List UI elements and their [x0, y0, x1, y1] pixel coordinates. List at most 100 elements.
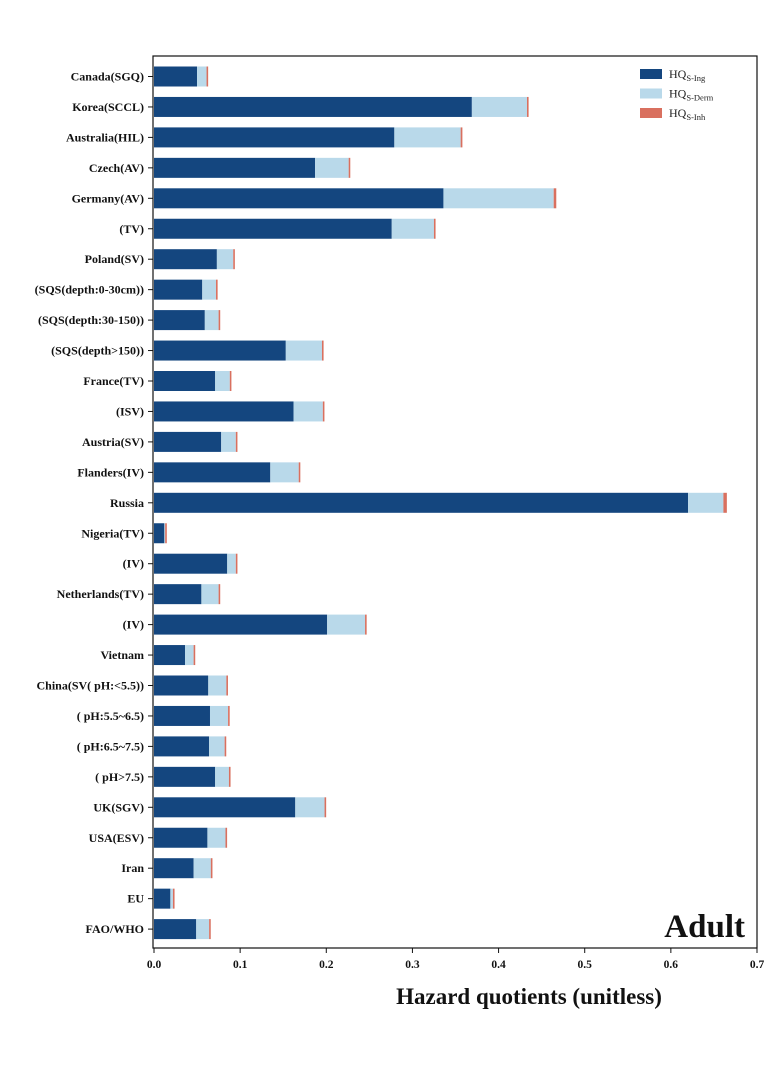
category-label: Iran [121, 861, 144, 875]
category-label: (SQS(depth:30-150)) [38, 313, 144, 327]
category-label: (SQS(depth>150)) [51, 344, 144, 358]
bar-hqs-derm-15 [164, 523, 166, 544]
bar-hqs-derm-27 [170, 888, 173, 909]
bar-hqs-derm-6 [216, 249, 234, 270]
category-label: Nigeria(TV) [81, 526, 144, 540]
bar-hqs-inh-2 [460, 127, 463, 148]
bar-hqs-ing-12 [154, 431, 222, 452]
category-label: ( pH:6.5~7.5) [77, 739, 144, 753]
bar-hqs-ing-15 [154, 523, 165, 544]
bar-hqs-ing-8 [154, 310, 205, 331]
bar-hqs-inh-5 [433, 218, 436, 239]
bar-hqs-inh-9 [321, 340, 324, 361]
bar-hqs-derm-5 [391, 218, 434, 239]
bar-hqs-inh-26 [210, 858, 213, 879]
bar-hqs-inh-16 [235, 553, 238, 574]
category-label: France(TV) [83, 374, 144, 388]
bar-hqs-inh-20 [226, 675, 228, 696]
category-label: ( pH>7.5) [95, 770, 144, 784]
x-tick-label: 0.1 [233, 959, 248, 971]
bar-hqs-derm-21 [209, 705, 229, 726]
bar-hqs-derm-14 [688, 492, 724, 513]
bar-hqs-derm-19 [185, 645, 194, 666]
panel-title: Adult [664, 909, 745, 945]
bar-hqs-derm-28 [196, 919, 210, 940]
category-label: Flanders(IV) [77, 465, 144, 479]
bar-hqs-inh-0 [206, 66, 209, 87]
bar-hqs-inh-4 [553, 188, 557, 209]
bar-hqs-derm-7 [202, 279, 217, 300]
category-label: Austria(SV) [82, 435, 144, 449]
x-tick-label: 0.3 [405, 959, 420, 971]
bar-hqs-ing-14 [154, 492, 689, 513]
bar-hqs-derm-18 [327, 614, 366, 635]
bar-hqs-ing-16 [154, 553, 228, 574]
bar-hqs-ing-24 [154, 797, 296, 818]
bar-hqs-derm-20 [208, 675, 227, 696]
bar-hqs-inh-13 [298, 462, 301, 483]
bar-hqs-ing-4 [154, 188, 444, 209]
bar-hqs-inh-21 [228, 705, 230, 726]
category-label: (IV) [123, 557, 144, 571]
x-tick-label: 0.0 [147, 959, 162, 971]
category-label: China(SV( pH:<5.5)) [36, 679, 144, 693]
bar-hqs-inh-17 [218, 584, 221, 605]
plot-frame [152, 55, 758, 949]
legend-label-2: HQS-Inh [669, 106, 706, 122]
category-label: Czech(AV) [89, 161, 144, 175]
legend-label-1: HQS-Derm [669, 87, 714, 103]
category-label: FAO/WHO [86, 922, 144, 936]
bar-hqs-ing-26 [154, 858, 194, 879]
category-labels: Canada(SGQ) Korea(SCCL) Australia(HIL) Czec… [35, 70, 153, 936]
bar-hqs-derm-10 [215, 371, 230, 391]
bar-hqs-ing-17 [154, 584, 202, 605]
bar-hqs-ing-9 [154, 340, 286, 361]
bar-hqs-ing-0 [154, 66, 198, 87]
bar-hqs-ing-10 [154, 371, 216, 391]
category-label: (IV) [123, 618, 144, 632]
bar-hqs-ing-13 [154, 462, 271, 483]
category-label: Australia(HIL) [66, 130, 144, 144]
x-axis-ticks: 0.0 0.1 0.2 0.3 0.4 0.5 0.6 0.7 [147, 948, 765, 971]
bar-hqs-inh-8 [218, 310, 221, 331]
legend: HQS-Ing HQS-Derm HQS-Inh [640, 67, 714, 122]
bar-hqs-inh-6 [233, 249, 235, 270]
bar-hqs-ing-3 [154, 157, 316, 178]
bar-hqs-ing-2 [154, 127, 395, 148]
bar-hqs-inh-19 [193, 645, 196, 666]
bar-hqs-inh-14 [723, 492, 727, 513]
legend-swatch-0 [640, 69, 662, 79]
bar-hqs-ing-5 [154, 218, 392, 239]
bar-hqs-inh-12 [235, 431, 238, 452]
bar-hqs-ing-6 [154, 249, 217, 270]
bar-hqs-ing-11 [154, 401, 294, 422]
bar-hqs-derm-1 [471, 96, 527, 117]
bar-hqs-derm-0 [197, 66, 207, 87]
category-label: (SQS(depth:0-30cm)) [35, 283, 144, 297]
bar-hqs-derm-17 [201, 584, 219, 605]
bar-hqs-inh-11 [322, 401, 325, 422]
bar-hqs-derm-26 [193, 858, 211, 879]
bar-hqs-derm-24 [295, 797, 325, 818]
bar-hqs-inh-27 [172, 888, 175, 909]
category-label: USA(ESV) [89, 831, 144, 845]
bar-hqs-ing-28 [154, 919, 197, 940]
legend-swatch-1 [640, 88, 662, 99]
x-tick-label: 0.7 [750, 959, 765, 971]
category-label: ( pH:5.5~6.5) [77, 709, 144, 723]
legend-label-0: HQS-Ing [669, 67, 706, 83]
bar-hqs-inh-7 [216, 279, 218, 300]
category-label: Germany(AV) [72, 191, 144, 205]
bar-hqs-derm-2 [394, 127, 461, 148]
category-label: Poland(SV) [85, 252, 144, 266]
bars-group [154, 66, 727, 940]
category-label: UK(SGV) [93, 800, 144, 814]
bar-hqs-inh-24 [324, 797, 327, 818]
bar-hqs-inh-15 [165, 523, 167, 544]
bar-hqs-inh-22 [224, 736, 227, 757]
x-tick-label: 0.5 [578, 959, 593, 971]
bar-hqs-derm-3 [315, 157, 349, 178]
bar-hqs-ing-27 [154, 888, 171, 909]
x-tick-label: 0.4 [491, 959, 506, 971]
